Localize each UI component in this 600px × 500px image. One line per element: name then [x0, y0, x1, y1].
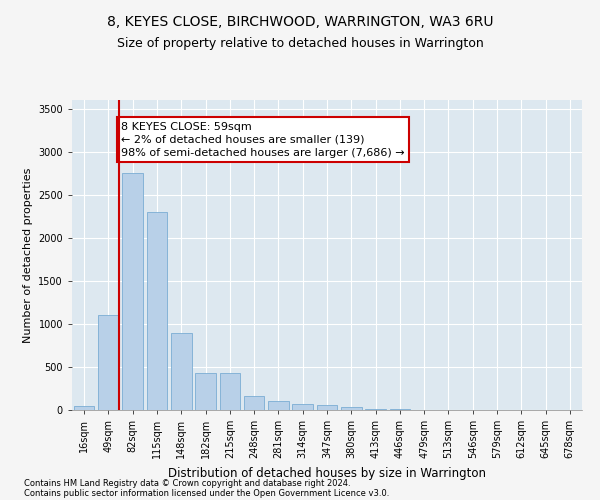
- Bar: [220, 373, 240, 410]
- Bar: [317, 406, 337, 410]
- Text: 8 KEYES CLOSE: 59sqm
← 2% of detached houses are smaller (139)
98% of semi-detac: 8 KEYES CLOSE: 59sqm ← 2% of detached ho…: [121, 122, 404, 158]
- X-axis label: Distribution of detached houses by size in Warrington: Distribution of detached houses by size …: [168, 466, 486, 479]
- Bar: [171, 332, 191, 410]
- Bar: [268, 401, 289, 410]
- Bar: [122, 173, 143, 410]
- Bar: [244, 396, 265, 410]
- Bar: [195, 373, 216, 410]
- Bar: [98, 316, 119, 410]
- Bar: [146, 212, 167, 410]
- Bar: [365, 408, 386, 410]
- Text: Contains HM Land Registry data © Crown copyright and database right 2024.: Contains HM Land Registry data © Crown c…: [24, 478, 350, 488]
- Bar: [341, 408, 362, 410]
- Bar: [74, 406, 94, 410]
- Y-axis label: Number of detached properties: Number of detached properties: [23, 168, 32, 342]
- Text: Size of property relative to detached houses in Warrington: Size of property relative to detached ho…: [116, 38, 484, 51]
- Bar: [292, 404, 313, 410]
- Text: Contains public sector information licensed under the Open Government Licence v3: Contains public sector information licen…: [24, 488, 389, 498]
- Text: 8, KEYES CLOSE, BIRCHWOOD, WARRINGTON, WA3 6RU: 8, KEYES CLOSE, BIRCHWOOD, WARRINGTON, W…: [107, 15, 493, 29]
